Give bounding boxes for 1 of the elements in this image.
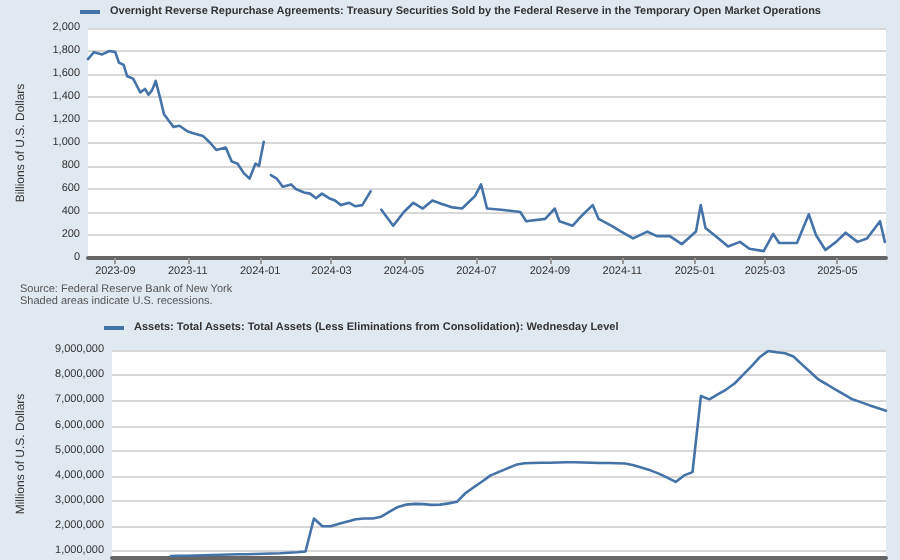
line-series [169,349,888,558]
